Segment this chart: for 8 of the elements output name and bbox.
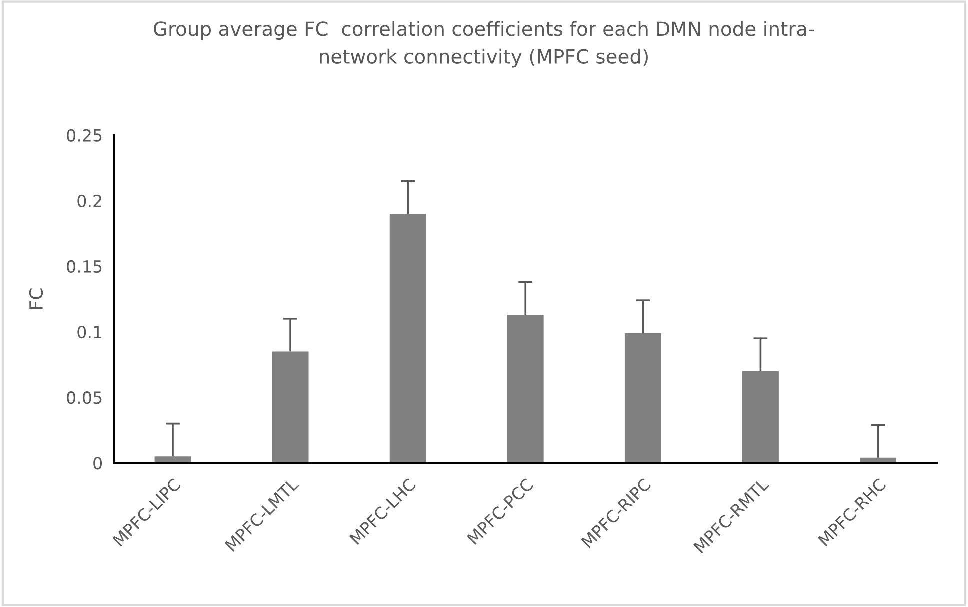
- y-axis-title: FC: [29, 288, 44, 309]
- y-tick-label: 0: [94, 457, 102, 470]
- y-tick-label: 0.2: [78, 194, 102, 208]
- y-tick-label: 0.25: [67, 129, 102, 142]
- y-tick-label: 0.1: [78, 326, 102, 339]
- y-tick-label: 0.15: [67, 260, 102, 274]
- y-tick-label: 0.05: [67, 392, 102, 404]
- chart-title: Group average FC correlation coefficients for each DMN node intra- network connectivity (MPFC seed): [154, 21, 814, 68]
